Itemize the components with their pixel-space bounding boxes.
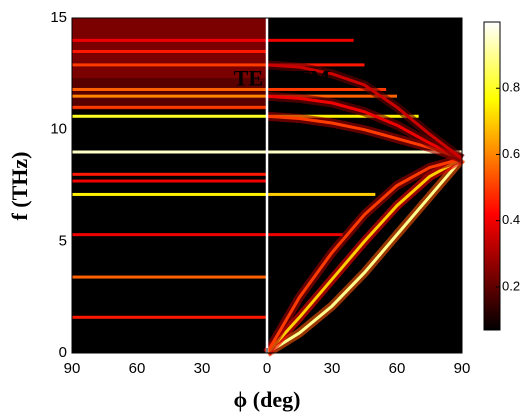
x-tick-label: 90 [454,360,471,377]
annotation: TM [295,66,331,91]
te-mode-line [72,275,267,279]
colorbar [483,21,501,331]
tm-curve [266,94,463,161]
tm-mode-line [267,87,387,91]
y-axis-label: f (THz) [7,151,32,220]
band [72,78,267,110]
x-tick-label: 30 [194,360,211,377]
annotation: TE [234,66,263,91]
te-mode-line [72,87,267,91]
tm-mode-line [267,38,354,42]
te-mode-line [72,94,267,98]
tm-mode-line [267,150,462,154]
te-mode-line [72,315,267,319]
te-mode-line [72,63,267,67]
tm-curve [265,157,463,355]
colorbar-tick-label: 0.6 [502,146,520,161]
x-tick-label: 60 [129,360,146,377]
tm-mode-line [267,63,365,67]
plot-area [72,18,466,357]
band [72,18,267,79]
te-mode-line [72,233,267,237]
te-mode-line [72,38,267,42]
y-tick-label: 10 [50,121,67,138]
tm-mode-line [267,192,376,196]
te-mode-line [72,114,267,118]
te-mode-line [72,105,267,109]
tm-mode-line [267,233,343,237]
x-tick-label: 90 [64,360,81,377]
colorbar-tick-label: 0.2 [502,278,520,293]
tm-curve [266,157,464,355]
y-tick-label: 15 [50,9,67,26]
te-mode-line [72,179,267,183]
te-mode-line [72,172,267,176]
te-mode-line [72,150,267,154]
x-axis-label: ϕ (deg) [234,387,301,412]
te-mode-line [72,192,267,196]
colorbar-tick-label: 0.8 [502,80,520,95]
tm-curve [265,157,463,354]
y-tick-label: 5 [59,232,67,249]
x-tick-label: 60 [389,360,406,377]
x-tick-label: 0 [263,360,271,377]
y-tick-label: 0 [59,344,67,361]
te-mode-line [72,50,267,53]
tm-mode-line [267,114,419,118]
colorbar-tick-label: 0.4 [502,212,520,227]
tm-mode-line [267,94,397,98]
tm-curve [266,63,463,160]
x-tick-label: 30 [324,360,341,377]
